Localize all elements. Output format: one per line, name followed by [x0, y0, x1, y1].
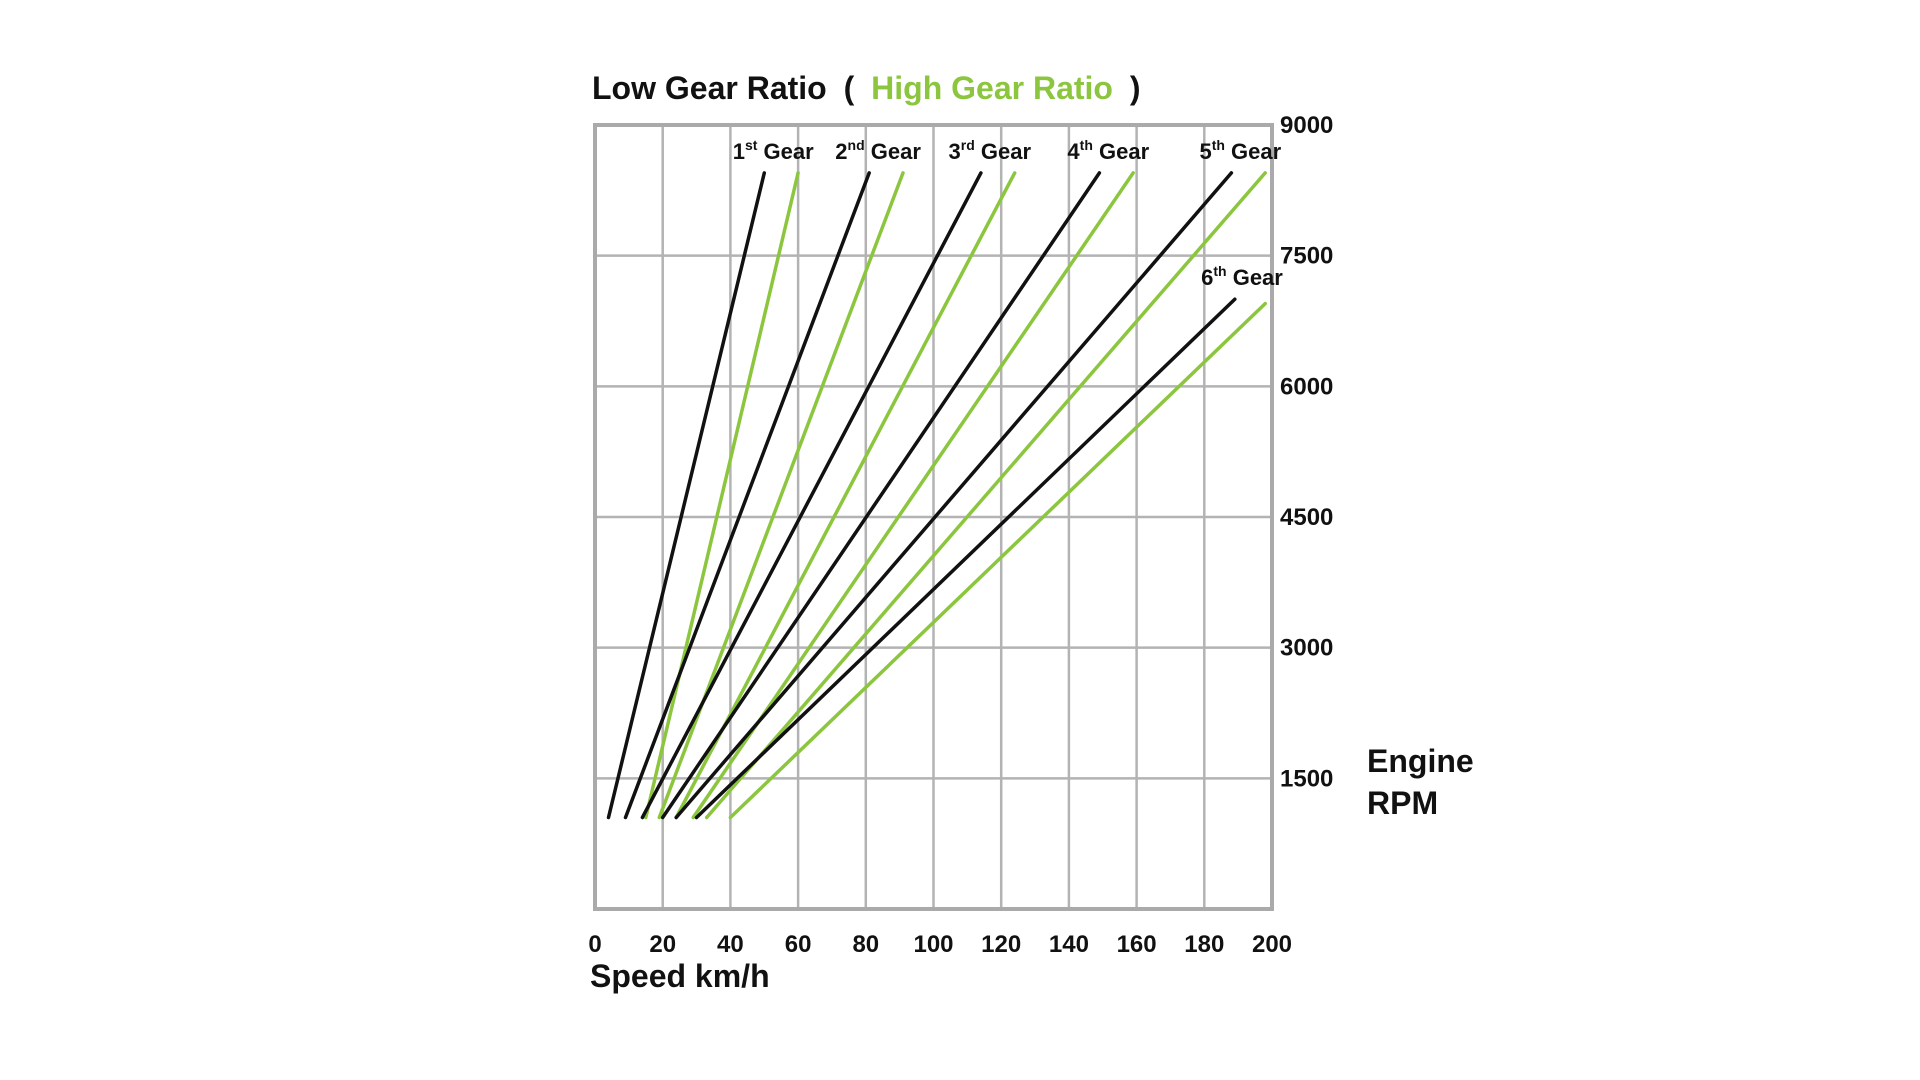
x-tick-label: 0 — [588, 931, 601, 958]
gear-5-label: 5th Gear — [1199, 137, 1281, 164]
y-axis-label-line-1: Engine — [1367, 743, 1474, 779]
chart-title: Low Gear Ratio ( High Gear Ratio ) — [592, 70, 1141, 106]
y-tick-label: 6000 — [1280, 373, 1333, 400]
y-tick-label: 3000 — [1280, 635, 1333, 662]
gear-3-label: 3rd Gear — [949, 137, 1032, 164]
gear-6-high-line — [728, 301, 1267, 820]
x-tick-label: 120 — [981, 931, 1021, 958]
gear-1-low-line — [606, 171, 767, 820]
x-tick-label: 60 — [785, 931, 812, 958]
title-high-ratio: High Gear Ratio — [871, 70, 1113, 106]
gear-6-label: 6th Gear — [1201, 263, 1283, 290]
gear-5-high-line — [704, 171, 1267, 820]
gear-2-low-line — [623, 171, 871, 820]
gear-1-high-line — [644, 171, 800, 820]
gear-labels: 1st Gear 2nd Gear 3rd Gear 4th Gear 5th Gear… — [733, 137, 1284, 290]
y-axis-label-line-2: RPM — [1367, 785, 1438, 821]
y-tick-label: 9000 — [1280, 112, 1333, 139]
series-lines — [606, 171, 1267, 820]
x-tick-label: 180 — [1184, 931, 1224, 958]
x-tick-label: 100 — [913, 931, 953, 958]
gear-4-label: 4th Gear — [1067, 137, 1149, 164]
x-tick-labels: 0 20 40 60 80 100 120 140 160 180 200 — [588, 931, 1292, 958]
gear-6-low-line — [694, 297, 1237, 820]
x-tick-label: 80 — [852, 931, 879, 958]
x-tick-label: 140 — [1049, 931, 1089, 958]
x-axis-label: Speed km/h — [590, 958, 770, 994]
gear-3-high-line — [674, 171, 1017, 820]
title-low-ratio: Low Gear Ratio — [592, 70, 827, 106]
gear-2-label: 2nd Gear — [835, 137, 921, 164]
gear-5-low-line — [674, 171, 1234, 820]
plot-frame — [593, 123, 1274, 911]
gear-3-low-line — [640, 171, 983, 820]
title-open-paren: ( — [844, 70, 855, 106]
y-tick-label: 7500 — [1280, 243, 1333, 270]
y-tick-label: 1500 — [1280, 765, 1333, 792]
y-tick-label: 4500 — [1280, 504, 1333, 531]
y-tick-labels: 1500 3000 4500 6000 7500 9000 — [1280, 112, 1333, 792]
x-tick-label: 160 — [1117, 931, 1157, 958]
title-close-paren: ) — [1130, 70, 1141, 106]
x-tick-label: 200 — [1252, 931, 1292, 958]
gear-4-low-line — [660, 171, 1102, 820]
x-tick-label: 20 — [649, 931, 676, 958]
x-tick-label: 40 — [717, 931, 744, 958]
gear-1-label: 1st Gear — [733, 137, 814, 164]
